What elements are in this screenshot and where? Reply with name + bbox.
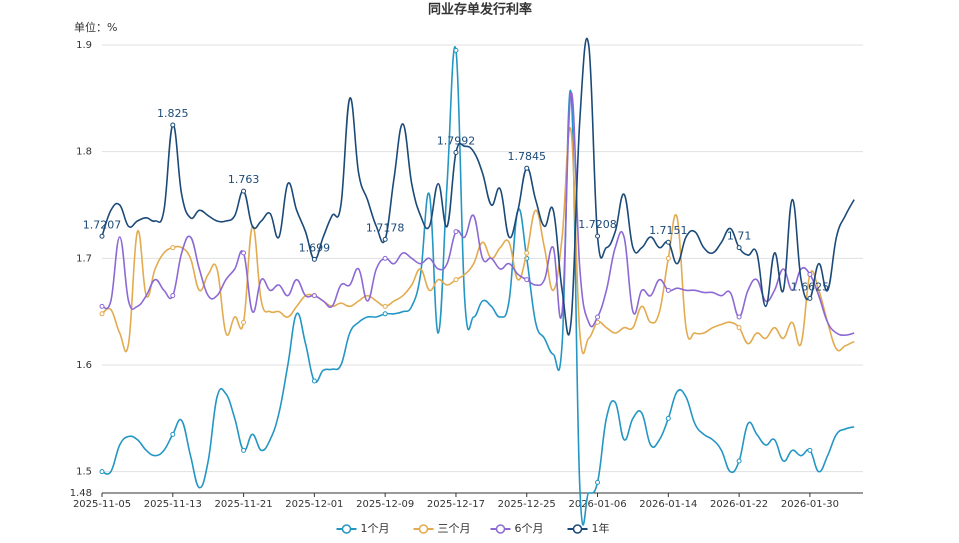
legend-icon-dot <box>495 524 506 534</box>
data-point <box>382 311 388 317</box>
x-tick-label: 2025-11-21 <box>215 499 273 510</box>
data-point <box>241 250 247 256</box>
data-point <box>311 293 317 299</box>
series-line <box>101 92 855 336</box>
y-tick-label: 1.9 <box>76 40 92 51</box>
y-tick-label: 1.6 <box>76 360 92 371</box>
data-point <box>524 277 530 283</box>
data-point <box>807 271 813 277</box>
data-label: 1.7207 <box>83 218 122 231</box>
data-point <box>170 293 176 299</box>
data-point <box>524 165 530 171</box>
legend-icon-dot <box>572 524 583 534</box>
data-point <box>453 47 459 53</box>
data-point <box>665 255 671 261</box>
data-label: 1.7845 <box>507 150 546 163</box>
data-point <box>453 229 459 235</box>
data-point <box>382 236 388 242</box>
data-point <box>453 277 459 283</box>
legend-item[interactable]: 1个月 <box>336 522 390 535</box>
data-point <box>665 287 671 293</box>
data-point <box>99 303 105 309</box>
data-point <box>382 303 388 309</box>
series-line <box>101 46 855 526</box>
x-tick-label: 2025-11-13 <box>144 499 202 510</box>
data-point <box>595 233 601 239</box>
y-tick-label: 1.8 <box>76 147 92 158</box>
data-point <box>170 431 176 437</box>
x-tick-label: 2025-12-09 <box>356 499 414 510</box>
data-point <box>99 233 105 239</box>
data-label: 1.7992 <box>437 135 476 148</box>
data-point <box>736 245 742 251</box>
data-point <box>170 122 176 128</box>
data-point <box>241 188 247 194</box>
x-tick-label: 2025-12-17 <box>427 499 485 510</box>
x-tick-label: 2026-01-06 <box>568 499 626 510</box>
x-tick-label: 2025-12-01 <box>285 499 343 510</box>
data-point <box>241 447 247 453</box>
legend-label: 1个月 <box>361 522 390 535</box>
data-point <box>807 447 813 453</box>
y-axis-label: 单位：% <box>74 20 117 34</box>
x-tick-label: 2025-11-05 <box>73 499 131 510</box>
data-point <box>382 255 388 261</box>
data-point <box>736 314 742 320</box>
data-point <box>241 319 247 325</box>
data-label: 1.7178 <box>366 221 405 234</box>
data-point <box>170 245 176 251</box>
data-point <box>99 469 105 475</box>
data-label: 1.699 <box>299 241 331 254</box>
series-line <box>101 37 855 336</box>
data-label: 1.71 <box>727 230 752 243</box>
data-point <box>807 295 813 301</box>
data-label: 1.7208 <box>578 218 617 231</box>
data-point <box>311 256 317 262</box>
data-label: 1.763 <box>228 173 260 186</box>
data-point <box>311 378 317 384</box>
data-label: 1.7151 <box>649 224 688 237</box>
x-tick-label: 2026-01-22 <box>710 499 768 510</box>
chart-title: 同业存单发行利率 <box>428 2 532 18</box>
y-tick-label: 1.48 <box>70 488 92 499</box>
legend-label: 三个月 <box>438 522 471 535</box>
legend-item[interactable]: 1年 <box>567 521 610 535</box>
y-tick-label: 1.5 <box>76 467 92 478</box>
series-line <box>101 127 855 355</box>
x-tick-label: 2026-01-30 <box>781 499 839 510</box>
x-tick-label: 2026-01-14 <box>639 499 697 510</box>
data-label: 1.825 <box>157 107 189 120</box>
legend-item[interactable]: 三个月 <box>413 522 471 535</box>
legend-label: 6个月 <box>515 522 544 535</box>
data-point <box>595 479 601 485</box>
legend-item[interactable]: 6个月 <box>490 522 544 535</box>
x-tick-label: 2025-12-25 <box>498 499 556 510</box>
data-point <box>665 239 671 245</box>
data-point <box>99 311 105 317</box>
legend-icon-dot <box>418 524 429 534</box>
data-point <box>595 314 601 320</box>
legend-icon-dot <box>341 524 352 534</box>
data-label: 1.6625 <box>791 280 830 293</box>
data-point <box>736 458 742 464</box>
data-point <box>665 415 671 421</box>
data-point <box>736 325 742 331</box>
data-point <box>453 150 459 156</box>
legend-label: 1年 <box>592 521 610 535</box>
y-tick-label: 1.7 <box>76 253 92 264</box>
data-point <box>524 250 530 256</box>
